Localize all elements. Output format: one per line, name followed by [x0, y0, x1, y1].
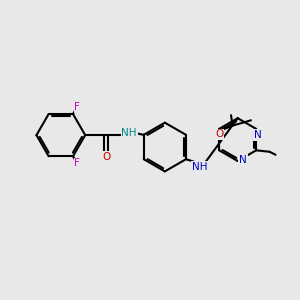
- Text: NH: NH: [122, 128, 137, 138]
- Text: F: F: [74, 158, 80, 169]
- Text: NH: NH: [192, 162, 207, 172]
- Text: N: N: [239, 154, 247, 164]
- Text: N: N: [254, 130, 262, 140]
- Text: O: O: [215, 129, 223, 139]
- Text: F: F: [74, 102, 80, 112]
- Text: O: O: [102, 152, 110, 161]
